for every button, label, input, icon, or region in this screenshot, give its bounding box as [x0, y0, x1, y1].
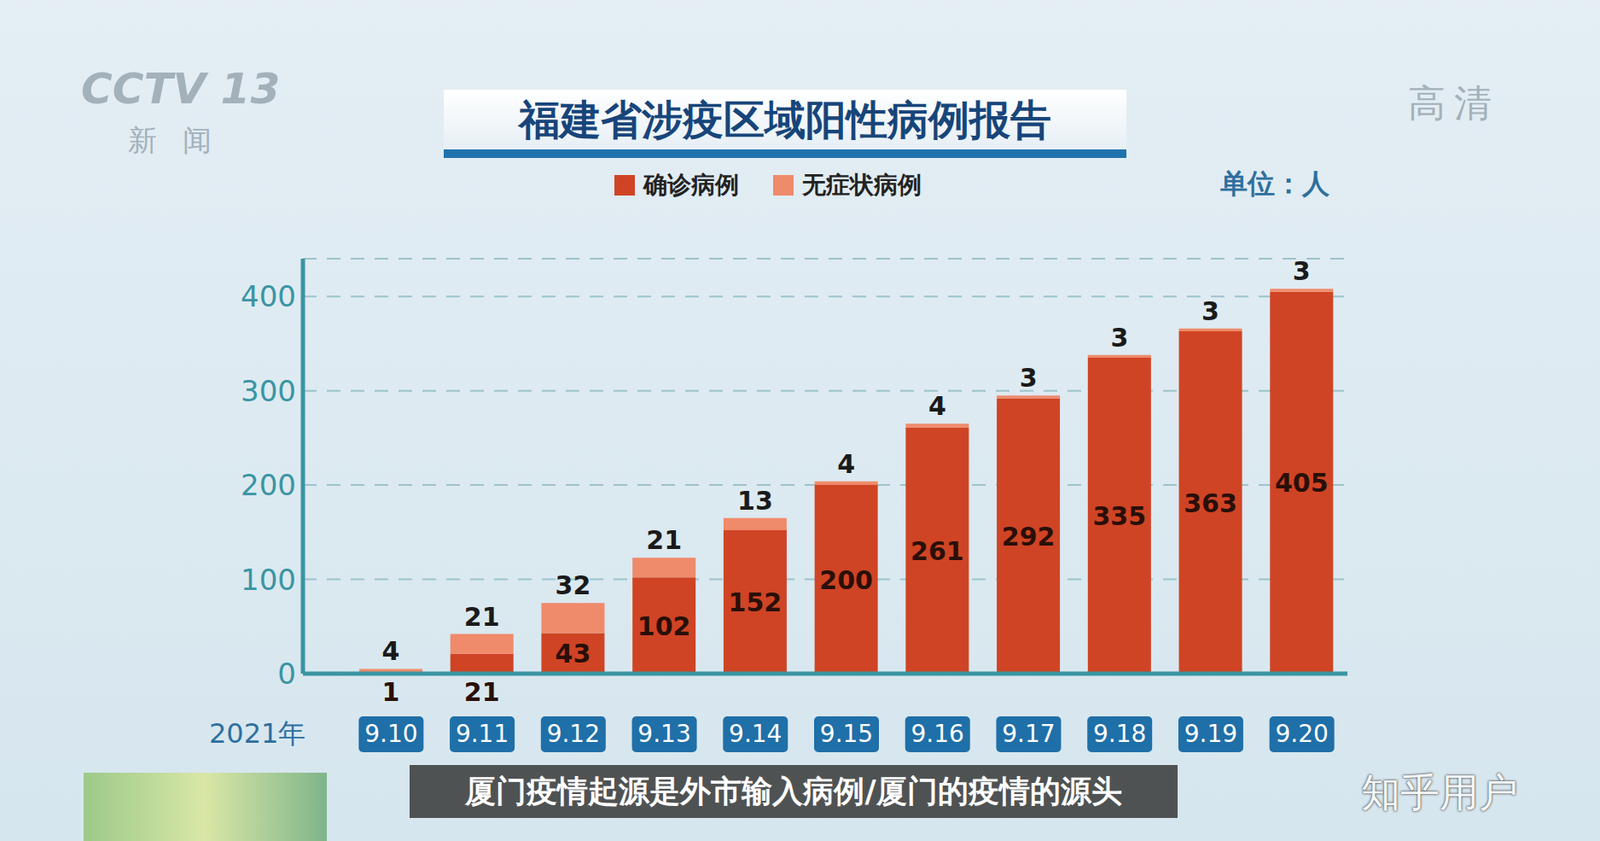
svg-text:102: 102	[637, 610, 692, 641]
svg-text:152: 152	[728, 587, 783, 617]
svg-text:335: 335	[1093, 500, 1147, 531]
svg-text:9.11: 9.11	[455, 719, 509, 748]
svg-text:9.20: 9.20	[1274, 719, 1328, 748]
svg-text:9.18: 9.18	[1093, 719, 1147, 748]
svg-text:4: 4	[382, 635, 401, 666]
svg-text:400: 400	[240, 279, 297, 314]
html-text:福建省涉疫区域阳性病例报告: 福建省涉疫区域阳性病例报告	[518, 95, 1052, 144]
html-text:CCTV 13: CCTV 13	[81, 64, 281, 114]
svg-text:405: 405	[1274, 467, 1329, 498]
svg-text:9.12: 9.12	[546, 719, 600, 748]
svg-text:32: 32	[555, 570, 592, 600]
svg-text:200: 200	[240, 467, 297, 502]
html-text:单位：人: 单位：人	[1220, 167, 1330, 200]
svg-text:13: 13	[737, 485, 774, 516]
svg-text:9.10: 9.10	[364, 719, 418, 748]
svg-text:9.16: 9.16	[911, 719, 965, 748]
svg-text:3: 3	[1019, 362, 1038, 393]
html-text:厦门疫情起源是外市输入病例/厦门的疫情的源头: 厦门疫情起源是外市输入病例/厦门的疫情的源头	[465, 773, 1122, 809]
svg-text:363: 363	[1183, 488, 1238, 518]
svg-text:21: 21	[464, 601, 501, 632]
svg-text:4: 4	[928, 390, 947, 421]
svg-text:0: 0	[277, 656, 297, 691]
svg-text:9.19: 9.19	[1184, 719, 1238, 748]
html-text:确诊病例: 确诊病例	[643, 170, 739, 199]
svg-text:9.15: 9.15	[820, 719, 873, 748]
html-text:新闻: 新闻	[128, 122, 238, 158]
svg-text:292: 292	[1001, 521, 1056, 552]
svg-text:3: 3	[1201, 296, 1220, 326]
html-text:高清: 高清	[1408, 81, 1501, 125]
svg-text:21: 21	[464, 676, 501, 707]
svg-text:261: 261	[910, 535, 965, 566]
svg-text:3: 3	[1110, 322, 1129, 353]
svg-text:4: 4	[837, 448, 856, 479]
html-text:知乎用户: 知乎用户	[1361, 768, 1519, 815]
svg-text:9.14: 9.14	[728, 719, 782, 748]
svg-text:100: 100	[240, 562, 297, 597]
svg-text:200: 200	[819, 564, 873, 595]
html-text:2021年: 2021年	[209, 716, 306, 750]
html-text:无症状病例: 无症状病例	[802, 170, 922, 199]
svg-text:21: 21	[645, 524, 682, 555]
svg-text:43: 43	[555, 638, 592, 669]
svg-text:300: 300	[240, 373, 297, 408]
svg-text:9.13: 9.13	[637, 719, 691, 748]
svg-text:9.17: 9.17	[1001, 719, 1055, 748]
svg-text:1: 1	[382, 676, 401, 707]
svg-text:3: 3	[1292, 256, 1311, 286]
